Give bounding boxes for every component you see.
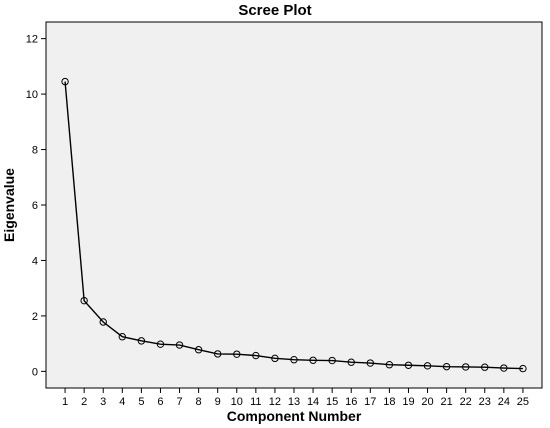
data-point (118, 333, 127, 341)
data-point (80, 296, 88, 305)
data-point (366, 359, 375, 367)
y-tick-label: 8 (32, 145, 38, 157)
x-tick-label: 17 (364, 396, 376, 408)
x-tick-label: 6 (157, 396, 163, 408)
x-tick-label: 22 (460, 396, 472, 408)
data-point (61, 77, 69, 86)
y-tick-label: 0 (32, 366, 38, 378)
x-tick-label: 11 (250, 396, 261, 408)
y-tick-label: 12 (26, 34, 38, 46)
x-tick-label: 19 (402, 396, 414, 408)
x-tick-label: 12 (269, 396, 281, 408)
data-point (519, 364, 527, 373)
x-axis-title: Component Number (227, 408, 362, 424)
data-point (137, 337, 146, 345)
x-tick-label: 8 (196, 396, 202, 408)
series-line (64, 81, 523, 370)
y-tick-label: 2 (32, 311, 38, 323)
data-point (233, 350, 241, 358)
x-tick-label: 14 (307, 396, 319, 408)
data-point (99, 318, 107, 326)
x-tick-label: 18 (383, 396, 395, 408)
x-tick-label: 5 (138, 396, 144, 408)
data-point (423, 362, 432, 370)
x-tick-label: 3 (100, 396, 106, 408)
data-point (290, 356, 298, 364)
data-point (328, 356, 336, 365)
data-point (404, 361, 413, 369)
plot-area (45, 21, 543, 389)
x-tick-label: 13 (288, 396, 300, 408)
data-point (461, 363, 470, 371)
x-tick-label: 10 (231, 396, 243, 408)
data-point (175, 341, 184, 349)
data-point (481, 363, 489, 371)
x-tick-label: 4 (119, 396, 125, 408)
data-point (194, 346, 203, 354)
data-point (271, 354, 279, 363)
x-tick-label: 23 (479, 396, 491, 408)
x-tick-label: 25 (517, 396, 529, 408)
x-tick-label: 7 (176, 396, 182, 408)
data-point (500, 364, 508, 372)
y-axis-title: Eigenvalue (1, 168, 17, 242)
data-point (385, 361, 394, 369)
data-point (252, 351, 260, 360)
x-tick-label: 24 (498, 396, 510, 408)
y-tick-label: 4 (32, 255, 38, 267)
y-axis: 0 2 4 6 8 10 12 (26, 34, 46, 378)
data-point (156, 340, 165, 348)
x-tick-label: 16 (345, 396, 357, 408)
x-tick-label: 20 (421, 396, 433, 408)
x-tick-label: 9 (215, 396, 221, 408)
y-tick-label: 6 (32, 200, 38, 212)
data-point (213, 350, 222, 358)
chart-title: Scree Plot (238, 2, 311, 19)
y-tick-label: 10 (26, 89, 38, 101)
series-layer (61, 77, 527, 373)
data-point (347, 358, 355, 366)
data-point (309, 356, 317, 364)
data-point (442, 362, 451, 371)
x-tick-label: 15 (326, 396, 338, 408)
x-axis: 1 2 3 4 5 6 7 8 9 10 11 12 13 14 15 16 17 18 19 20 21 22 23 24 2… (62, 388, 529, 408)
x-tick-label: 21 (440, 396, 452, 408)
x-tick-label: 1 (62, 396, 68, 408)
x-tick-label: 2 (81, 396, 87, 408)
